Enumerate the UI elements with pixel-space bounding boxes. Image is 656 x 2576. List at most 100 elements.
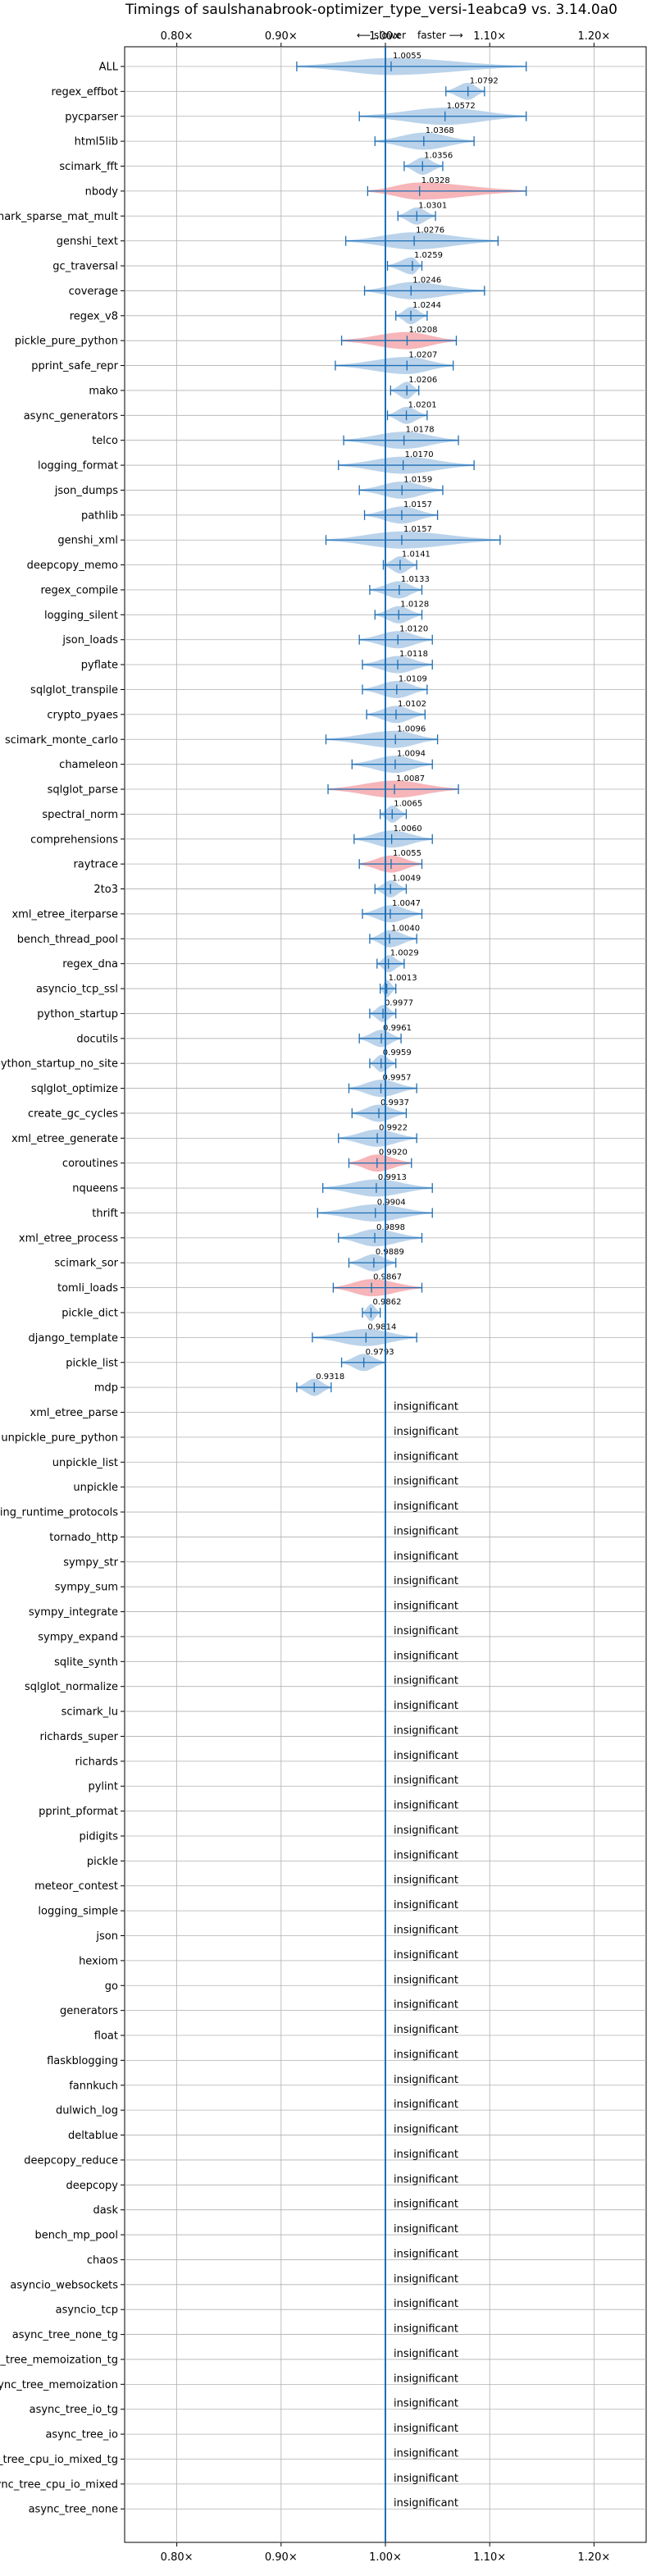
insignificant-label: insignificant [394, 1849, 458, 1861]
insignificant-label: insignificant [394, 1999, 458, 2012]
value-label: 1.0792 [470, 76, 499, 85]
insignificant-label: insignificant [394, 1650, 458, 1662]
value-label: 1.0201 [408, 400, 437, 409]
y-tick-label: richards_super [39, 1731, 118, 1743]
y-tick-label: regex_v8 [70, 310, 118, 322]
y-tick-label: sqlglot_optimize [31, 1083, 118, 1095]
insignificant-label: insignificant [394, 1925, 458, 1937]
y-tick-label: async_tree_io [45, 2429, 118, 2441]
direction-labels: ⟵ slower faster ⟶ [357, 30, 463, 41]
insignificant-label: insignificant [394, 1825, 458, 1837]
y-tick-label: logging_format [38, 460, 118, 473]
insignificant-label: insignificant [394, 2423, 458, 2435]
value-label: 0.9913 [378, 1173, 407, 1182]
y-tick-label: async_tree_cpu_io_mixed_tg [0, 2454, 118, 2466]
insignificant-label: insignificant [394, 1700, 458, 1712]
x-tick-label-top: 1.00× [369, 30, 402, 43]
y-tick-label: coverage [69, 285, 118, 298]
insignificant-label: insignificant [394, 2398, 458, 2410]
y-tick-label: mako [89, 385, 118, 397]
y-tick-label: deepcopy_memo [27, 560, 118, 572]
insignificant-label: insignificant [394, 2173, 458, 2185]
y-tick-label: gc_traversal [52, 261, 118, 273]
y-tick-label: pickle_dict [61, 1308, 118, 1320]
y-tick-label: scimark_lu [61, 1706, 118, 1719]
value-label: 1.0120 [399, 625, 428, 634]
y-tick-label: nqueens [72, 1183, 118, 1195]
value-label: 0.9862 [372, 1298, 401, 1307]
value-label: 1.0109 [399, 675, 427, 684]
y-tick-label: genshi_xml [57, 535, 118, 547]
insignificant-label: insignificant [394, 1401, 458, 1414]
y-tick-label: xml_etree_process [19, 1232, 118, 1245]
insignificant-label: insignificant [394, 1601, 458, 1613]
y-tick-label: bench_thread_pool [17, 934, 118, 946]
insignificant-label: insignificant [394, 1974, 458, 1986]
insignificant-label: insignificant [394, 1949, 458, 1962]
y-tick-label: meteor_contest [34, 1880, 118, 1893]
value-label: 1.0055 [393, 52, 421, 61]
value-label: 1.0356 [424, 152, 453, 161]
value-label: 0.9922 [379, 1123, 408, 1132]
value-label: 1.0118 [399, 650, 428, 659]
value-label: 1.0178 [406, 426, 435, 435]
value-label: 1.0159 [403, 475, 432, 484]
y-tick-label: pickle_pure_python [15, 336, 118, 348]
value-label: 1.0328 [421, 176, 450, 185]
y-tick-label: typing_runtime_protocols [0, 1507, 118, 1519]
value-label: 0.9793 [366, 1348, 394, 1357]
y-tick-label: flaskblogging [47, 2055, 118, 2067]
value-label: 1.0096 [397, 724, 426, 733]
x-tick-label-bottom: 0.80× [161, 2551, 194, 2564]
insignificant-label: insignificant [394, 2223, 458, 2236]
y-tick-label: mdp [94, 1382, 118, 1395]
y-tick-label: pidigits [80, 1830, 119, 1843]
x-tick-label-top: 0.90× [265, 30, 298, 43]
value-label: 1.0047 [392, 899, 421, 908]
y-tick-label: sympy_sum [55, 1582, 118, 1594]
insignificant-label: insignificant [394, 2199, 458, 2211]
y-tick-label: spectral_norm [42, 809, 118, 821]
y-tick-label: bench_mp_pool [34, 2230, 118, 2242]
y-tick-label: json_loads [61, 634, 118, 646]
insignificant-label: insignificant [394, 2473, 458, 2485]
y-tick-label: nbody [85, 185, 119, 198]
y-tick-label: genshi_text [57, 235, 118, 248]
y-tick-label: json_dumps [54, 485, 118, 497]
value-label: 0.9814 [367, 1322, 396, 1331]
y-tick-label: hexiom [79, 1955, 118, 1967]
value-label: 1.0065 [394, 799, 422, 808]
y-tick-label: go [105, 1980, 118, 1993]
chart-title: Timings of saulshanabrook-optimizer_type… [125, 2, 617, 18]
y-tick-label: richards [75, 1756, 119, 1768]
insignificant-label: insignificant [394, 1450, 458, 1463]
y-tick-label: ALL [99, 62, 119, 74]
value-label: 0.9977 [385, 998, 413, 1007]
y-tick-label: pycparser [65, 111, 118, 123]
y-tick-label: python_startup [37, 1008, 118, 1021]
x-tick-label-bottom: 1.20× [577, 2551, 610, 2564]
y-tick-label: xml_etree_generate [11, 1133, 118, 1145]
y-tick-label: async_tree_memoization [0, 2379, 118, 2391]
value-label: 1.0133 [401, 575, 430, 584]
value-label: 0.9867 [373, 1273, 402, 1282]
x-tick-label-bottom: 0.90× [265, 2551, 298, 2564]
insignificant-label: insignificant [394, 1800, 458, 1812]
y-tick-label: json [95, 1930, 118, 1943]
y-tick-label: pickle_list [66, 1357, 118, 1369]
insignificant-label: insignificant [394, 2348, 458, 2360]
y-tick-label: float [94, 2030, 118, 2043]
value-label: 1.0102 [398, 700, 426, 709]
value-label: 1.0572 [447, 102, 476, 111]
insignificant-label: insignificant [394, 1551, 458, 1563]
value-label: 1.0301 [418, 201, 447, 210]
y-tick-label: thrift [92, 1208, 118, 1220]
value-label: 0.9959 [383, 1048, 412, 1057]
x-tick-label-top: 1.10× [473, 30, 506, 43]
value-label: 1.0208 [408, 326, 437, 335]
insignificant-label: insignificant [394, 2447, 458, 2460]
y-tick-label: regex_dna [62, 958, 118, 971]
insignificant-label: insignificant [394, 2024, 458, 2036]
insignificant-label: insignificant [394, 2323, 458, 2336]
